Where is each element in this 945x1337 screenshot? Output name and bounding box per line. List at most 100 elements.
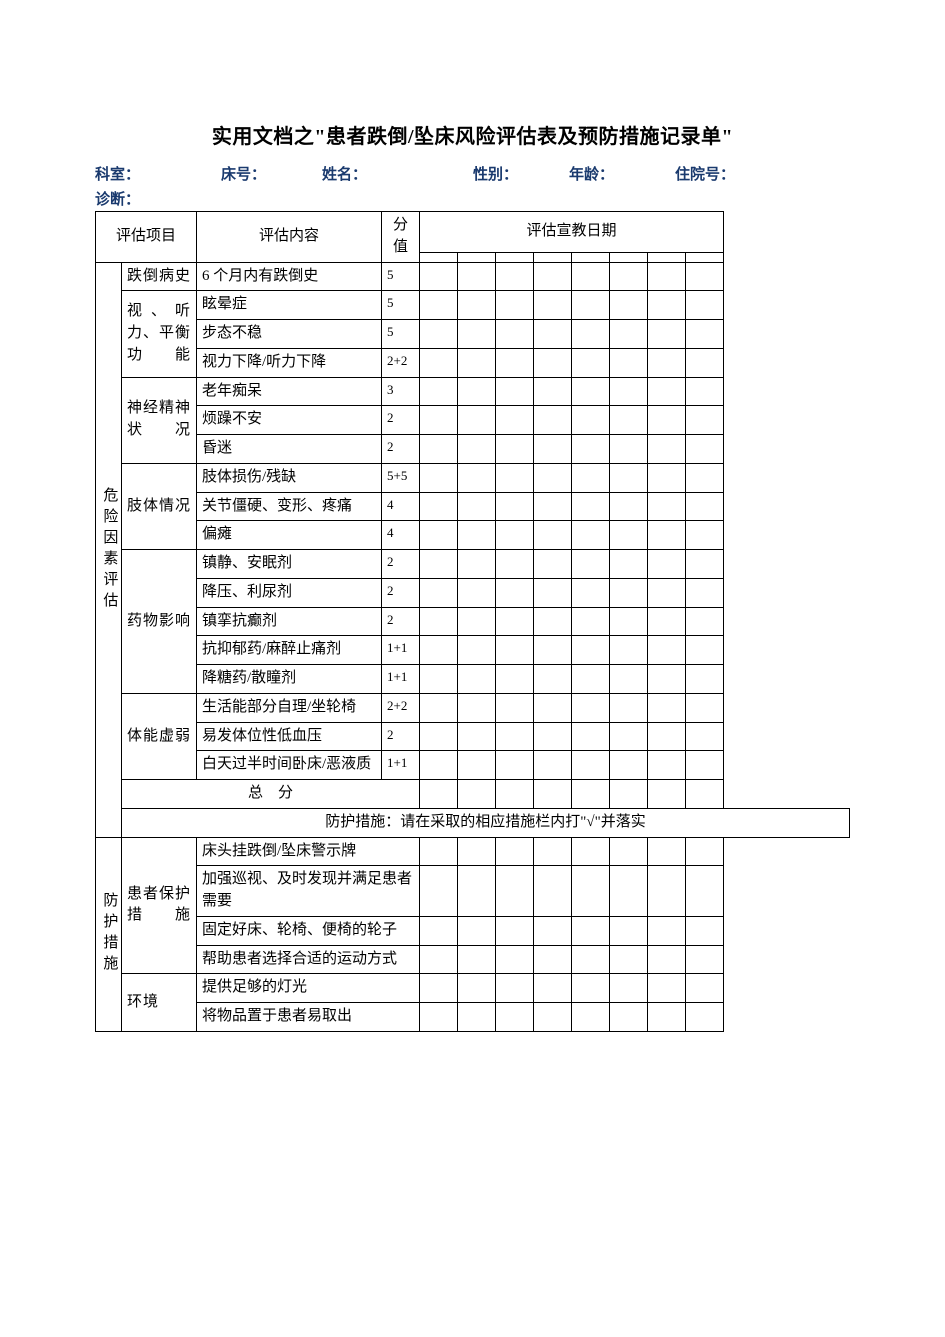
- risk-score: 2+2: [382, 348, 420, 377]
- table-row: 神经精神状况 老年痴呆 3: [96, 377, 850, 406]
- assessment-table: 评估项目 评估内容 分值 评估宣教日期 危险因素评估 跌倒病史 6 个月内有跌倒…: [95, 211, 850, 1032]
- risk-item: 易发体位性低血压: [197, 722, 382, 751]
- date-col: [610, 252, 648, 262]
- date-col: [648, 252, 686, 262]
- risk-score: 1+1: [382, 636, 420, 665]
- cell: [458, 262, 496, 291]
- total-row: 总 分: [96, 780, 850, 809]
- date-col: [458, 252, 496, 262]
- protect-item: 将物品置于患者易取出: [197, 1003, 420, 1032]
- protect-sub-1: 环境: [122, 974, 197, 1032]
- risk-score: 2: [382, 607, 420, 636]
- page-title: 实用文档之"患者跌倒/坠床风险评估表及预防措施记录单": [95, 120, 850, 149]
- risk-item: 降压、利尿剂: [197, 578, 382, 607]
- risk-score: 2+2: [382, 693, 420, 722]
- field-sex: 性别：: [473, 163, 563, 184]
- risk-score: 2: [382, 578, 420, 607]
- risk-item: 眩晕症: [197, 291, 382, 320]
- hdr-eval-item: 评估项目: [96, 212, 197, 263]
- risk-score: 2: [382, 722, 420, 751]
- table-row: 防护措施 患者保护措施 床头挂跌倒/坠床警示牌: [96, 837, 850, 866]
- cell: [648, 262, 686, 291]
- risk-item: 关节僵硬、变形、疼痛: [197, 492, 382, 521]
- table-row: 烦躁不安 2: [96, 406, 850, 435]
- risk-item: 肢体损伤/残缺: [197, 463, 382, 492]
- date-col: [420, 252, 458, 262]
- risk-item: 昏迷: [197, 435, 382, 464]
- field-age: 年龄：: [569, 163, 669, 184]
- protect-instruction: 防护措施：请在采取的相应措施栏内打"√"并落实: [122, 808, 850, 837]
- field-name: 姓名：: [322, 163, 467, 184]
- risk-item: 6 个月内有跌倒史: [197, 262, 382, 291]
- table-row: 降糖药/散瞳剂 1+1: [96, 665, 850, 694]
- table-row: 关节僵硬、变形、疼痛 4: [96, 492, 850, 521]
- risk-item: 降糖药/散瞳剂: [197, 665, 382, 694]
- risk-score: 5: [382, 291, 420, 320]
- risk-item: 生活能部分自理/坐轮椅: [197, 693, 382, 722]
- table-row: 白天过半时间卧床/恶液质 1+1: [96, 751, 850, 780]
- risk-item: 烦躁不安: [197, 406, 382, 435]
- field-admit: 住院号：: [675, 163, 775, 184]
- cell: [420, 262, 458, 291]
- table-row: 视力下降/听力下降 2+2: [96, 348, 850, 377]
- risk-score: 5+5: [382, 463, 420, 492]
- table-header-row-1: 评估项目 评估内容 分值 评估宣教日期: [96, 212, 850, 253]
- table-row: 偏瘫 4: [96, 521, 850, 550]
- risk-item: 偏瘫: [197, 521, 382, 550]
- table-row: 步态不稳 5: [96, 320, 850, 349]
- protect-sub-0: 患者保护措施: [122, 837, 197, 974]
- table-row: 药物影响 镇静、安眠剂 2: [96, 550, 850, 579]
- table-row: 视、听力、平衡功能 眩晕症 5: [96, 291, 850, 320]
- table-row: 降压、利尿剂 2: [96, 578, 850, 607]
- risk-score: 4: [382, 521, 420, 550]
- category-protect: 防护措施: [96, 837, 122, 1031]
- field-dept: 科室：: [95, 163, 215, 184]
- risk-sub-2: 神经精神状况: [122, 377, 197, 463]
- risk-score: 5: [382, 262, 420, 291]
- table-row: 抗抑郁药/麻醉止痛剂 1+1: [96, 636, 850, 665]
- cell: [496, 262, 534, 291]
- table-row: 将物品置于患者易取出: [96, 1003, 850, 1032]
- risk-sub-3: 肢体情况: [122, 463, 197, 549]
- table-row: 体能虚弱 生活能部分自理/坐轮椅 2+2: [96, 693, 850, 722]
- risk-item: 镇静、安眠剂: [197, 550, 382, 579]
- table-row: 易发体位性低血压 2: [96, 722, 850, 751]
- instruction-row: 防护措施：请在采取的相应措施栏内打"√"并落实: [96, 808, 850, 837]
- protect-item: 加强巡视、及时发现并满足患者需要: [197, 866, 420, 917]
- field-bed: 床号：: [221, 163, 316, 184]
- risk-score: 2: [382, 550, 420, 579]
- protect-item: 固定好床、轮椅、便椅的轮子: [197, 916, 420, 945]
- risk-sub-1: 视、听力、平衡功能: [122, 291, 197, 377]
- cell: [610, 262, 648, 291]
- table-row: 肢体情况 肢体损伤/残缺 5+5: [96, 463, 850, 492]
- risk-score: 1+1: [382, 665, 420, 694]
- risk-sub-0: 跌倒病史: [122, 262, 197, 291]
- table-row: 镇挛抗癫剂 2: [96, 607, 850, 636]
- total-label: 总 分: [122, 780, 420, 809]
- risk-item: 老年痴呆: [197, 377, 382, 406]
- risk-item: 白天过半时间卧床/恶液质: [197, 751, 382, 780]
- risk-score: 2: [382, 406, 420, 435]
- category-risk: 危险因素评估: [96, 262, 122, 837]
- field-diagnosis: 诊断：: [95, 188, 850, 209]
- table-row: 环境 提供足够的灯光: [96, 974, 850, 1003]
- protect-item: 帮助患者选择合适的运动方式: [197, 945, 420, 974]
- risk-score: 2: [382, 435, 420, 464]
- date-col: [496, 252, 534, 262]
- risk-score: 3: [382, 377, 420, 406]
- risk-sub-4: 药物影响: [122, 550, 197, 694]
- date-col: [572, 252, 610, 262]
- table-row: 危险因素评估 跌倒病史 6 个月内有跌倒史 5: [96, 262, 850, 291]
- risk-score: 5: [382, 320, 420, 349]
- table-row: 加强巡视、及时发现并满足患者需要: [96, 866, 850, 917]
- hdr-score: 分值: [382, 212, 420, 263]
- risk-item: 抗抑郁药/麻醉止痛剂: [197, 636, 382, 665]
- date-col: [534, 252, 572, 262]
- risk-item: 镇挛抗癫剂: [197, 607, 382, 636]
- protect-item: 提供足够的灯光: [197, 974, 420, 1003]
- cell: [534, 262, 572, 291]
- risk-score: 1+1: [382, 751, 420, 780]
- table-row: 昏迷 2: [96, 435, 850, 464]
- table-row: 帮助患者选择合适的运动方式: [96, 945, 850, 974]
- cell: [572, 262, 610, 291]
